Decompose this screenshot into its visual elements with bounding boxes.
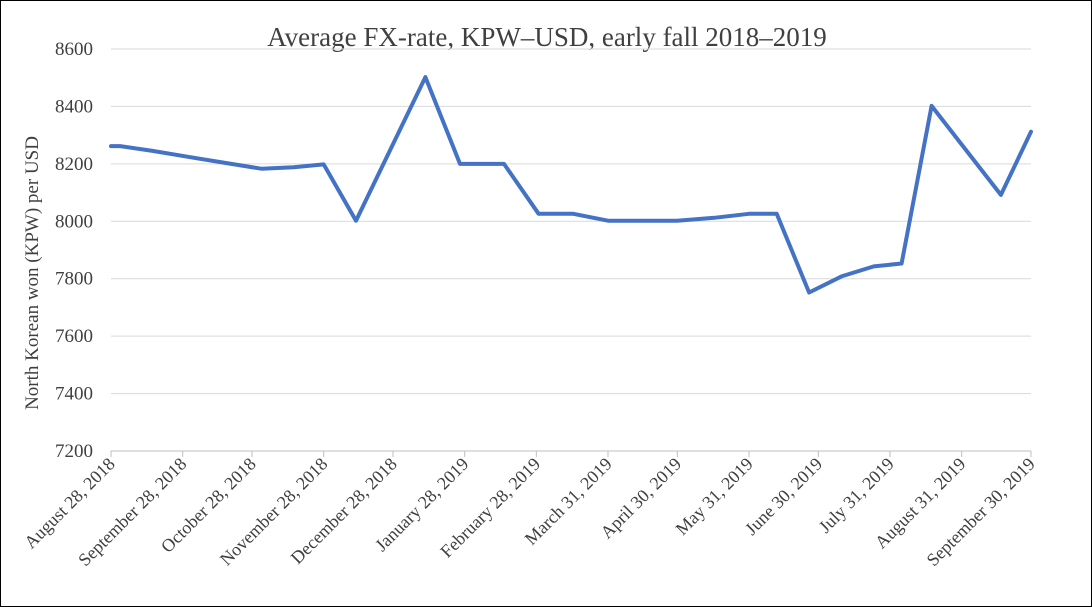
y-tick-label: 8200 (55, 154, 93, 175)
y-tick-label: 7600 (55, 326, 93, 347)
y-tick-label: 8400 (55, 96, 93, 117)
y-tick-label: 8000 (55, 211, 93, 232)
chart-title: Average FX-rate, KPW–USD, early fall 201… (267, 22, 827, 52)
y-axis-label: North Korean won (KPW) per USD (22, 136, 43, 410)
grid-lines (111, 48, 1031, 395)
x-ticks (110, 451, 1032, 457)
y-tick-label: 7800 (55, 269, 93, 290)
series-layer (109, 75, 1033, 295)
y-tick-label: 7200 (55, 441, 93, 462)
y-tick-label: 7400 (55, 384, 93, 405)
y-tick-label: 8600 (55, 39, 93, 60)
y-tick-labels: 7200 7400 7600 7800 8000 8200 8400 8600 (55, 39, 93, 462)
series-line-0 (109, 75, 1033, 295)
